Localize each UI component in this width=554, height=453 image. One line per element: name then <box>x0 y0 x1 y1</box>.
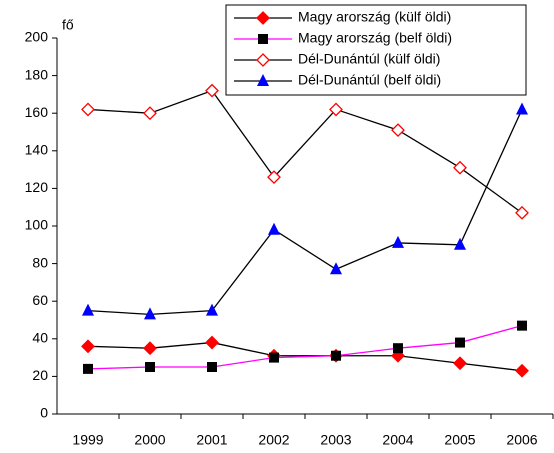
legend-marker <box>256 11 270 25</box>
y-tick-label: 120 <box>25 179 49 195</box>
data-point <box>454 237 466 250</box>
data-point <box>330 262 342 275</box>
x-tick-label: 2001 <box>196 432 227 448</box>
x-tick-label: 1999 <box>72 432 103 448</box>
x-tick-label: 2005 <box>444 432 475 448</box>
data-point <box>205 83 219 98</box>
data-point <box>453 356 467 371</box>
y-tick-label: 200 <box>25 29 49 45</box>
y-tick-label: 140 <box>25 142 49 158</box>
data-point <box>267 170 281 185</box>
y-tick-label: 80 <box>32 254 48 270</box>
data-point <box>143 341 157 356</box>
data-point <box>329 102 343 117</box>
legend-marker <box>256 53 270 67</box>
data-point <box>517 320 527 331</box>
data-point <box>392 235 404 248</box>
legend-marker <box>258 34 268 44</box>
legend-label: Magy arország (belf öldi) <box>298 30 452 46</box>
data-point <box>455 337 465 348</box>
x-tick-label: 2000 <box>134 432 165 448</box>
legend-marker <box>257 74 269 86</box>
series-line <box>87 89 523 214</box>
y-axis-label: fő <box>62 17 74 33</box>
data-point <box>331 350 341 361</box>
x-tick-label: 2002 <box>258 432 289 448</box>
series-line <box>87 341 523 372</box>
series-line <box>87 325 523 370</box>
data-point <box>205 335 219 350</box>
legend-label: Magy arország (külf öldi) <box>298 9 451 25</box>
legend-label: Dél-Dunántúl (külf öldi) <box>298 51 440 67</box>
data-point <box>268 222 280 235</box>
y-tick-label: 0 <box>40 405 48 421</box>
data-point <box>515 363 529 378</box>
data-point <box>83 363 93 374</box>
legend-box <box>225 4 527 96</box>
data-point <box>81 102 95 117</box>
data-point <box>81 339 95 354</box>
data-point <box>143 106 157 121</box>
data-point <box>144 307 156 320</box>
data-point <box>145 362 155 372</box>
y-tick-label: 20 <box>32 367 48 383</box>
y-tick-label: 100 <box>25 217 49 233</box>
x-tick-label: 2006 <box>506 432 537 448</box>
y-tick-label: 160 <box>25 104 49 120</box>
y-tick-label: 180 <box>25 66 49 82</box>
data-point <box>82 303 94 316</box>
legend-label: Dél-Dunántúl (belf öldi) <box>298 72 441 88</box>
data-point <box>206 303 218 316</box>
data-point <box>269 352 279 363</box>
series-line <box>87 109 523 316</box>
y-tick-label: 60 <box>32 292 48 308</box>
data-point <box>453 160 467 175</box>
x-tick-label: 2003 <box>320 432 351 448</box>
data-point <box>207 362 217 372</box>
y-tick-label: 40 <box>32 330 48 346</box>
x-tick-label: 2004 <box>382 432 413 448</box>
data-point <box>393 343 403 354</box>
data-point <box>516 102 528 115</box>
data-point <box>391 123 405 138</box>
data-point <box>515 205 529 220</box>
